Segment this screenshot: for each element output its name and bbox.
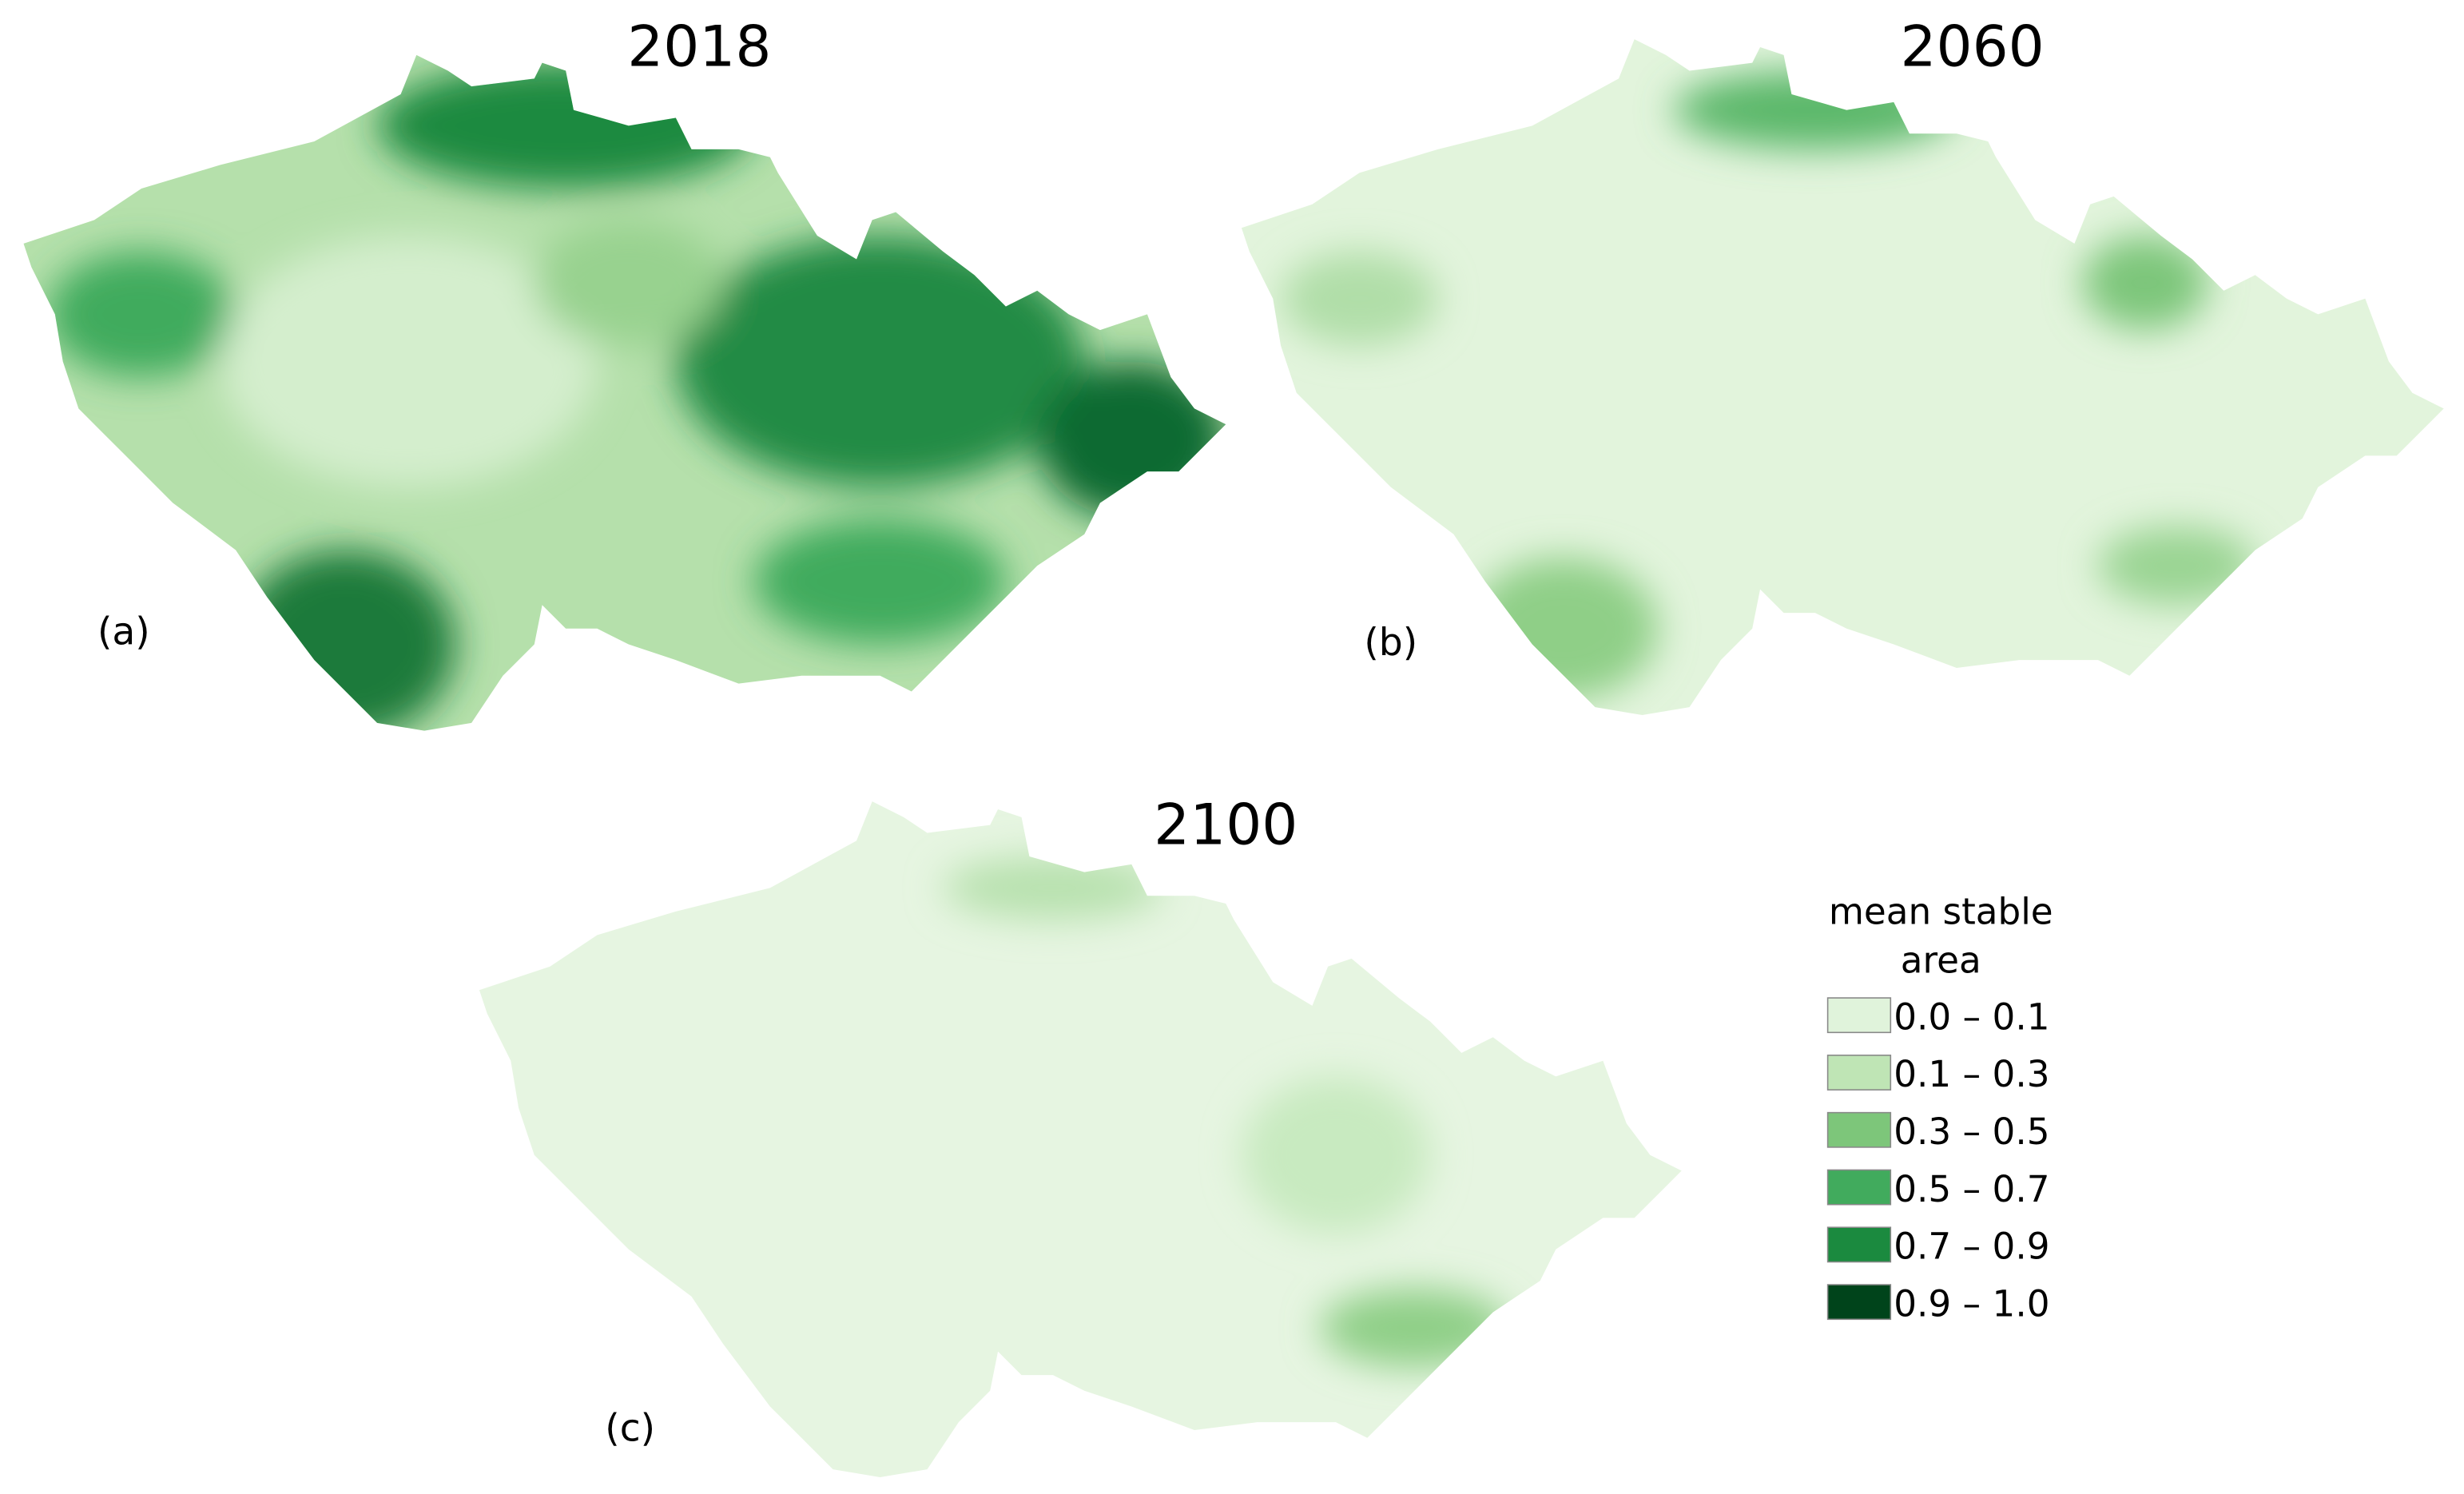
panel-label: (a): [97, 610, 150, 654]
panel-label: (b): [1364, 621, 1417, 665]
figure-content: 2018 2060 2100 (a) (b) (c) mean stable a…: [23, 14, 2444, 1477]
legend-swatch: [1826, 1055, 1892, 1091]
legend-title: area: [1901, 940, 1981, 982]
map-title: 2100: [1154, 791, 1298, 857]
map-b: [1241, 39, 2444, 715]
legend-swatch: [1826, 1111, 1892, 1148]
legend-label: 0.9 – 1.0: [1894, 1282, 2049, 1325]
legend-label: 0.3 – 0.5: [1894, 1111, 2049, 1153]
map-a: [23, 54, 1226, 731]
map-title: 2060: [1900, 14, 2044, 80]
legend-swatch: [1826, 1284, 1892, 1321]
legend-swatch: [1826, 997, 1892, 1034]
legend-label: 0.0 – 0.1: [1894, 995, 2049, 1038]
legend-swatch: [1826, 1226, 1892, 1263]
map-c: [479, 801, 1682, 1477]
legend-swatch: [1826, 1169, 1892, 1206]
map-title: 2018: [627, 14, 771, 80]
legend-label: 0.1 – 0.3: [1894, 1053, 2049, 1095]
panel-label: (c): [605, 1407, 655, 1451]
legend-label: 0.5 – 0.7: [1894, 1168, 2049, 1210]
legend-label: 0.7 – 0.9: [1894, 1226, 2049, 1268]
legend: mean stable area 0.0 – 0.1 0.1 – 0.3 0.3 –…: [1826, 891, 2053, 1325]
legend-title: mean stable: [1829, 891, 2053, 933]
